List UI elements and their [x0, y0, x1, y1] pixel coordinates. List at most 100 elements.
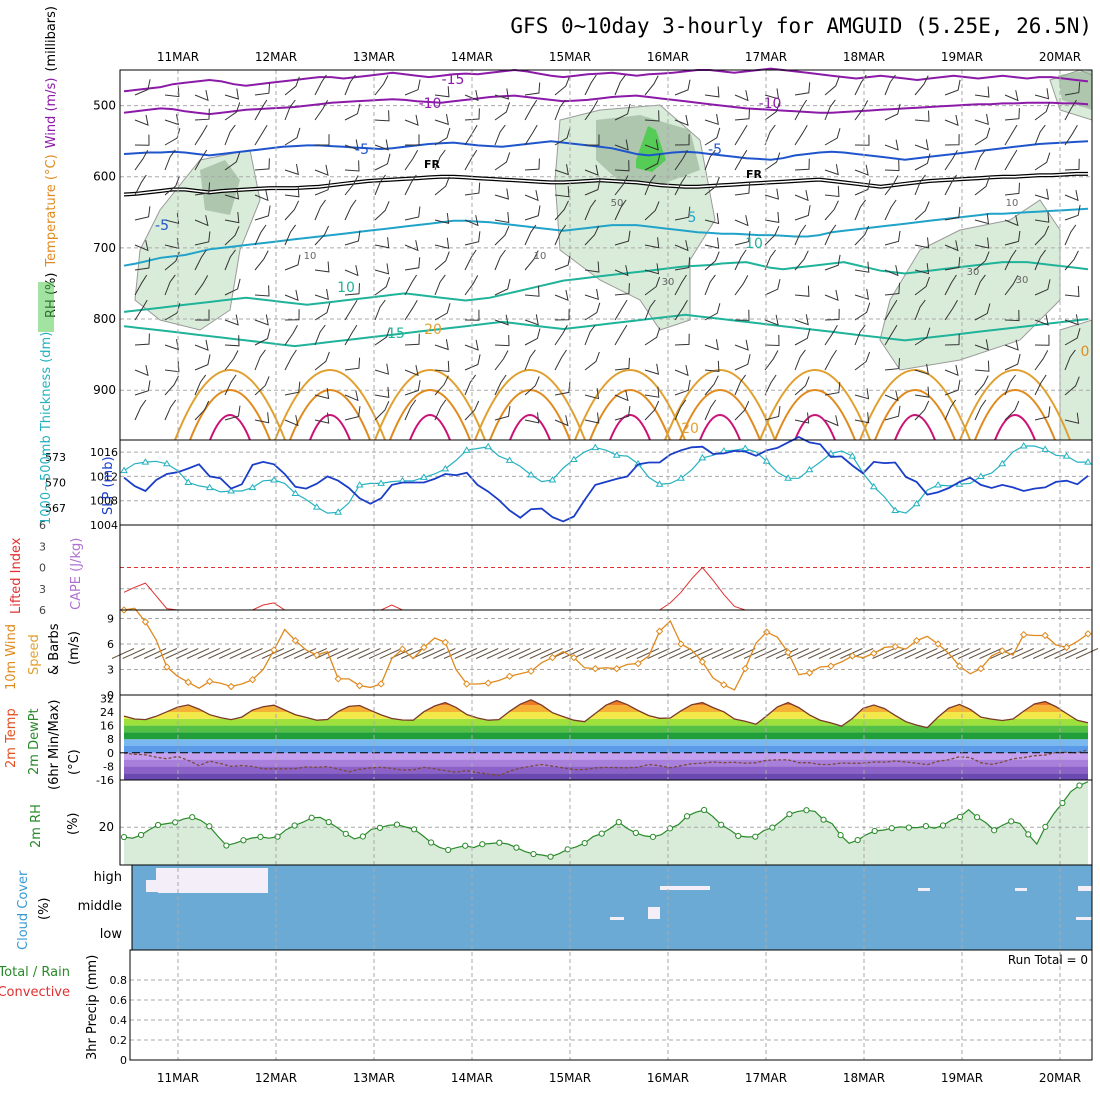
thickness-point — [227, 487, 235, 494]
wind-barb — [764, 124, 776, 146]
wind-barb-10m — [379, 648, 402, 659]
thickness-point — [291, 489, 300, 497]
wind-speed-point — [377, 680, 385, 688]
wind-barb — [944, 134, 960, 146]
slp-tick-1008: 1008 — [90, 495, 118, 508]
wind-barb — [824, 185, 840, 198]
rh-point — [769, 824, 776, 831]
wind-barb — [434, 399, 447, 421]
wind-barb — [494, 334, 510, 347]
wind-barb — [764, 278, 781, 296]
thickness-point — [1084, 458, 1092, 465]
wind-barb — [374, 153, 391, 171]
wind-barb — [134, 134, 150, 146]
wind-barb — [1034, 406, 1051, 421]
wind-barb — [704, 339, 719, 351]
wind-barb-10m — [797, 648, 820, 659]
isotherm-label-6: FR — [746, 168, 763, 181]
wind-barb — [824, 415, 839, 427]
wind-barb — [284, 200, 300, 221]
x-tick-label-top-13MAR: 13MAR — [353, 50, 395, 64]
wind-barb-10m — [347, 648, 370, 659]
wind-barb — [794, 82, 811, 96]
wind-barb — [1064, 99, 1077, 121]
wind-barb — [914, 174, 926, 196]
cloud-level-middle: middle — [78, 899, 122, 914]
isotherm-10 — [123, 261, 1089, 313]
wind-barb — [704, 303, 721, 321]
wind-barb — [344, 324, 358, 346]
isotherm-25-arch-8 — [974, 389, 1056, 441]
wind-barb — [644, 201, 660, 221]
wind-barb — [494, 350, 509, 371]
wind-barb — [284, 415, 299, 427]
wind-barb — [644, 363, 660, 375]
temp-tick-16: 16 — [100, 720, 114, 733]
wind-barb — [164, 176, 180, 196]
wind-barb — [134, 114, 149, 126]
wind-barb-10m — [518, 648, 542, 659]
cloud-small-block-6 — [1076, 917, 1092, 920]
wind-barb — [254, 158, 270, 171]
wind-barb — [254, 205, 271, 221]
thickness-point — [655, 480, 664, 487]
wind-barb — [854, 134, 870, 146]
isotherm--15 — [123, 67, 1089, 93]
wind-barb — [344, 357, 361, 371]
wind-speed-point — [291, 636, 300, 645]
wind-barb — [584, 302, 601, 321]
wind-barb — [914, 201, 930, 221]
wind-barb — [194, 339, 209, 351]
wind-barb — [134, 174, 147, 196]
wind-barb — [254, 314, 269, 326]
wind-speed-point — [441, 638, 450, 647]
isotherm-20-arch-8 — [959, 369, 1071, 441]
y-axis-label-temp-3: (°C) — [67, 749, 82, 775]
rh-point — [666, 825, 674, 832]
rh-point — [462, 842, 469, 849]
wind-barb — [434, 339, 449, 351]
wind-barb — [494, 226, 510, 246]
wind-barb — [524, 376, 540, 396]
wind-speed-point — [848, 652, 857, 660]
thickness-point — [312, 503, 321, 510]
wind-barb — [224, 249, 236, 271]
wind-barb — [374, 237, 390, 249]
wind-barb — [434, 212, 450, 225]
wind-barb — [614, 230, 631, 246]
rh-point — [701, 806, 708, 814]
wind-barb — [704, 237, 720, 249]
wind-barb — [554, 164, 569, 176]
wind-barb — [794, 328, 811, 346]
wind-barb — [1064, 204, 1081, 221]
wind-speed-point — [484, 679, 492, 687]
wind-barb — [914, 386, 930, 398]
cloud-small-block-5 — [610, 917, 624, 920]
wind-barb — [1064, 285, 1080, 298]
wind-barb — [1034, 101, 1051, 121]
wind-barb — [974, 399, 987, 421]
rh-point — [291, 822, 298, 829]
wind-barb — [944, 399, 957, 421]
wind-barb — [134, 380, 151, 396]
wind-barb — [1004, 90, 1019, 102]
wind-barb — [254, 349, 266, 371]
wind-barb — [404, 274, 418, 296]
wind-barb — [464, 215, 479, 227]
rh-label-0: 50 — [611, 198, 624, 209]
y-tick-label-700: 700 — [93, 241, 116, 255]
rh-point — [803, 807, 810, 814]
rh-point — [973, 814, 981, 821]
wind-barb — [944, 79, 961, 96]
isotherm-20-arch-1 — [274, 369, 386, 441]
wind-speed-point — [870, 649, 878, 658]
rh-point — [854, 836, 861, 844]
isotherm-label-5: FR — [424, 158, 441, 171]
wind-barb — [1004, 353, 1021, 371]
wind-barb — [734, 354, 751, 371]
wind-barb — [944, 274, 957, 296]
wind-barb — [974, 237, 990, 249]
isotherm-20-arch-5 — [664, 369, 776, 441]
y-axis-label-wind-1: Speed — [27, 634, 42, 675]
wind-barb — [974, 274, 986, 296]
